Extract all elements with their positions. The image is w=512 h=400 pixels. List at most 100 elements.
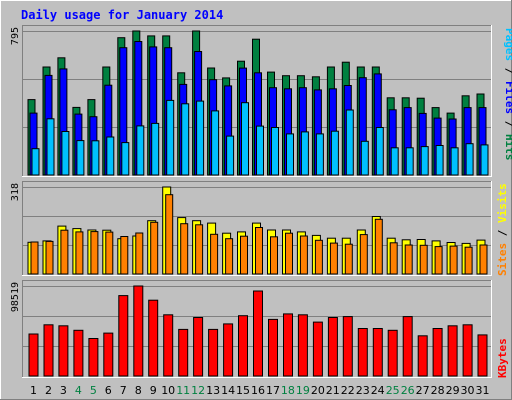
x-tick-label: 16 <box>251 384 265 397</box>
bar-pages-day-12 <box>196 100 205 176</box>
bar-pages-day-16 <box>256 125 264 176</box>
bar-sites-day-13 <box>210 233 219 275</box>
x-tick-label: 23 <box>356 384 370 397</box>
bar-pages-day-20 <box>315 133 324 176</box>
chart-panels: 795 318 98519 <box>10 25 492 378</box>
bar-pages-day-22 <box>345 109 354 176</box>
bar-sites-day-15 <box>240 235 248 275</box>
bar-kbytes-day-14 <box>223 323 234 377</box>
bar-kbytes-day-28 <box>432 328 443 377</box>
x-tick-label: 7 <box>120 384 127 397</box>
x-tick-label: 14 <box>221 384 235 397</box>
bar-kbytes-day-23 <box>357 328 368 377</box>
bar-pages-day-27 <box>420 146 429 176</box>
bar-kbytes-day-16 <box>253 290 263 377</box>
bar-kbytes-day-17 <box>268 318 278 377</box>
x-tick-label: 5 <box>90 384 97 397</box>
x-tick-label: 29 <box>446 384 460 397</box>
bar-kbytes-day-19 <box>297 314 308 377</box>
x-tick-label: 18 <box>281 384 295 397</box>
bar-kbytes-day-30 <box>462 324 473 377</box>
x-tick-label: 19 <box>296 384 310 397</box>
bar-sites-day-1 <box>30 241 39 275</box>
legend-hits: Hits <box>503 134 512 161</box>
x-axis-labels: 1 2 3 4 5 6 7 8 9 10 11 12 13 14 15 16 17 18 19 20 21 22 23 24 2… <box>30 384 490 397</box>
bar-kbytes-day-6 <box>103 332 114 377</box>
legend-sites-visits: Sites / Visits <box>496 183 509 276</box>
bar-pages-day-29 <box>450 147 459 176</box>
x-tick-label: 11 <box>176 384 190 397</box>
bar-sites-day-27 <box>419 244 428 275</box>
bar-kbytes-day-22 <box>342 316 353 377</box>
bar-kbytes-day-15 <box>238 315 248 377</box>
x-tick-label: 17 <box>266 384 280 397</box>
bar-pages-day-7 <box>121 142 130 176</box>
x-tick-label: 21 <box>326 384 340 397</box>
bar-sites-day-4 <box>75 231 84 275</box>
x-tick-label: 2 <box>45 384 52 397</box>
bar-pages-day-18 <box>286 133 294 176</box>
bar-pages-day-14 <box>226 135 235 176</box>
visits-panel: 318 <box>10 181 492 276</box>
bar-sites-day-7 <box>120 236 129 275</box>
bar-sites-day-26 <box>404 244 413 275</box>
bar-pages-day-11 <box>181 103 190 176</box>
x-tick-label: 25 <box>386 384 400 397</box>
kbytes-panel: 98519 <box>10 280 492 378</box>
x-tick-label: 10 <box>161 384 175 397</box>
legend-separator: / <box>503 61 512 81</box>
bar-sites-day-24 <box>374 218 383 275</box>
bar-pages-day-31 <box>480 144 489 176</box>
bar-sites-day-2 <box>45 240 54 275</box>
bar-kbytes-day-8 <box>133 285 144 377</box>
x-tick-label: 22 <box>341 384 355 397</box>
bar-sites-day-21 <box>329 242 338 275</box>
legend-visits: Visits <box>496 183 509 223</box>
bar-kbytes-day-7 <box>118 295 129 377</box>
bar-sites-day-5 <box>90 231 99 275</box>
bar-pages-day-6 <box>106 136 115 176</box>
bar-pages-day-2 <box>46 118 55 176</box>
bar-kbytes-day-11 <box>178 328 189 377</box>
bar-sites-day-31 <box>479 244 488 275</box>
bar-sites-day-17 <box>270 236 278 275</box>
bar-pages-day-26 <box>405 147 414 176</box>
bar-kbytes-day-2 <box>43 324 54 377</box>
y-max-label: 795 <box>10 27 21 45</box>
legend-files: Files <box>503 81 512 114</box>
bar-kbytes-day-9 <box>148 299 159 377</box>
legend-pages-files-hits: Pages / Files / Hits <box>503 28 512 161</box>
bar-sites-day-3 <box>60 229 69 275</box>
bar-pages-day-1 <box>31 148 40 176</box>
bar-pages-day-8 <box>136 125 145 176</box>
y-max-label: 318 <box>10 183 21 201</box>
bar-sites-day-10 <box>165 194 174 275</box>
bar-sites-day-20 <box>314 239 323 275</box>
bar-kbytes-day-1 <box>28 333 39 377</box>
bar-sites-day-23 <box>359 234 368 275</box>
x-tick-label: 12 <box>191 384 205 397</box>
bar-pages-day-17 <box>271 127 279 176</box>
bar-pages-day-30 <box>465 143 474 176</box>
bar-pages-day-4 <box>76 140 85 176</box>
bar-kbytes-day-5 <box>88 338 99 377</box>
x-tick-label: 6 <box>105 384 112 397</box>
bar-pages-day-28 <box>435 145 444 176</box>
bar-pages-day-21 <box>330 130 339 176</box>
x-tick-label: 9 <box>150 384 157 397</box>
chart-title: Daily usage for January 2014 <box>21 8 223 22</box>
bar-pages-day-13 <box>211 110 220 176</box>
bar-pages-day-15 <box>241 102 249 176</box>
bar-sites-day-11 <box>180 223 189 275</box>
bar-pages-day-23 <box>360 140 369 176</box>
bar-kbytes-day-18 <box>283 313 293 377</box>
bar-sites-day-18 <box>285 232 293 275</box>
bar-sites-day-30 <box>464 246 473 275</box>
bar-kbytes-day-3 <box>58 325 69 377</box>
x-tick-label: 24 <box>371 384 385 397</box>
bar-pages-day-25 <box>390 147 399 176</box>
legend-kbytes: KBytes <box>496 338 509 378</box>
bar-pages-day-19 <box>300 131 309 176</box>
bar-sites-day-12 <box>195 224 204 275</box>
legend-separator: / <box>496 223 509 243</box>
